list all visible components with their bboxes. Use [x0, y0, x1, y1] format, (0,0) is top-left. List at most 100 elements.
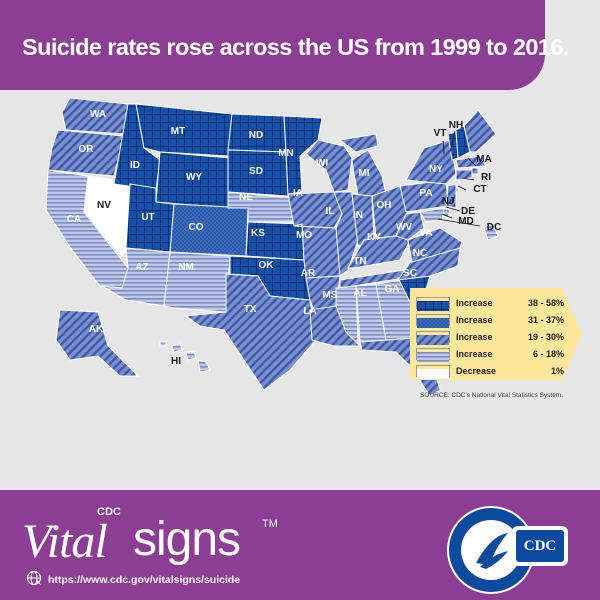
legend-item: Increase 38 - 58% — [410, 296, 564, 311]
legend-item: Increase 6 - 18% — [410, 347, 564, 362]
state-nj — [445, 183, 457, 209]
page-title: Suicide rates rose across the US from 19… — [22, 34, 569, 60]
state-label-ma: MA — [476, 154, 492, 165]
state-label-ar: AR — [301, 268, 316, 279]
state-mt — [135, 103, 233, 157]
state-label-pa: PA — [419, 188, 432, 199]
legend-item: Decrease 1% — [410, 364, 564, 379]
us-map: WA OR CA NV ID MT WY UT CO AZ NM ND SD NE KS OK TX MN IA MO… — [45, 97, 501, 397]
legend-swatch — [416, 331, 450, 345]
url-link[interactable]: https://www.cdc.gov/vitalsigns/suicide — [48, 574, 241, 586]
state-label-ks: KS — [251, 228, 265, 239]
state-wi — [305, 139, 353, 193]
state-label-sd: SD — [249, 166, 263, 177]
state-label-il: IL — [326, 206, 335, 217]
legend-range: 19 - 30% — [527, 332, 564, 342]
state-label-la: LA — [303, 306, 316, 317]
globe-icon — [26, 570, 42, 586]
state-label-or: OR — [79, 144, 95, 155]
state-ct — [455, 169, 473, 181]
state-me — [463, 109, 497, 153]
state-label-va: VA — [419, 228, 432, 239]
map-legend: Increase 38 - 58% Increase 31 - 37% Increase… — [410, 288, 582, 380]
legend-swatch — [416, 348, 450, 362]
legend-label: Decrease — [456, 366, 497, 376]
state-ny — [405, 139, 457, 185]
state-label-ms: MS — [323, 290, 338, 301]
legend-swatch — [416, 297, 450, 311]
state-ia — [287, 191, 343, 229]
cdc-logo: CDC — [512, 526, 568, 566]
state-label-id: ID — [130, 160, 140, 171]
state-label-tx: TX — [244, 304, 257, 315]
state-label-tn: TN — [353, 256, 366, 267]
state-ri — [471, 167, 479, 175]
vitalsigns-logo-vital: Vital — [22, 515, 108, 568]
state-mn — [283, 115, 323, 195]
state-label-ok: OK — [259, 260, 275, 271]
legend-label: Increase — [456, 298, 493, 308]
legend-label: Increase — [456, 332, 493, 342]
state-label-wv: WV — [396, 222, 412, 233]
state-label-mi: MI — [358, 168, 369, 179]
state-label-nm: NM — [178, 262, 194, 273]
legend-range: 1% — [550, 366, 564, 376]
state-label-mo: MO — [296, 230, 312, 241]
trademark-mark: TM — [262, 518, 278, 530]
state-ak — [55, 309, 140, 377]
legend-swatch — [416, 314, 450, 328]
state-tx — [184, 273, 317, 391]
state-co — [169, 203, 249, 257]
state-label-ky: KY — [367, 232, 381, 243]
state-hi — [159, 341, 211, 373]
state-or — [47, 129, 125, 177]
state-label-vt: VT — [434, 128, 447, 139]
state-label-ut: UT — [141, 212, 154, 223]
state-label-dc: DC — [487, 222, 501, 233]
state-ma — [455, 155, 487, 169]
state-label-nj: NJ — [442, 196, 455, 207]
legend-arrow-background — [410, 288, 582, 380]
legend-item: Increase 31 - 37% — [410, 313, 564, 328]
state-label-sc: SC — [403, 268, 417, 279]
state-label-az: AZ — [135, 262, 148, 273]
state-label-in: IN — [353, 210, 363, 221]
state-label-mn: MN — [278, 148, 294, 159]
state-label-ct: CT — [473, 184, 486, 195]
state-wa — [61, 97, 129, 135]
state-label-ca: CA — [67, 214, 81, 225]
state-md — [419, 207, 445, 223]
state-label-ne: NE — [239, 192, 253, 203]
state-va — [407, 227, 463, 263]
state-ms — [335, 285, 359, 346]
state-dc — [483, 221, 499, 241]
legend-range: 31 - 37% — [527, 315, 564, 325]
state-wv — [395, 211, 425, 241]
state-label-al: AL — [353, 288, 366, 299]
state-label-ny: NY — [429, 164, 443, 175]
state-label-nc: NC — [413, 248, 427, 259]
legend-item: Increase 19 - 30% — [410, 330, 564, 345]
state-label-hi: HI — [171, 356, 181, 367]
vitalsigns-logo-signs: signs — [133, 513, 241, 566]
state-label-co: CO — [189, 222, 204, 233]
legend-range: 38 - 58% — [527, 298, 564, 308]
state-label-ia: IA — [293, 188, 303, 199]
state-label-ak: AK — [89, 324, 104, 335]
state-label-nd: ND — [249, 130, 263, 141]
state-label-de: DE — [461, 206, 475, 217]
title-banner: Suicide rates rose across the US from 19… — [0, 0, 569, 90]
state-label-wy: WY — [186, 172, 202, 183]
legend-swatch — [416, 365, 450, 379]
state-label-wi: WI — [316, 158, 328, 169]
state-label-nh: NH — [449, 120, 463, 131]
vitalsigns-logo-cdc: CDC — [97, 506, 121, 518]
state-label-ri: RI — [481, 172, 491, 183]
legend-label: Increase — [456, 349, 493, 359]
state-nm — [163, 251, 231, 313]
state-label-mt: MT — [171, 126, 185, 137]
source-note: SOURCE: CDC's National Vital Statistics … — [420, 392, 564, 399]
state-label-ga: GA — [385, 284, 400, 295]
legend-label: Increase — [456, 315, 493, 325]
state-label-md: MD — [458, 216, 474, 227]
